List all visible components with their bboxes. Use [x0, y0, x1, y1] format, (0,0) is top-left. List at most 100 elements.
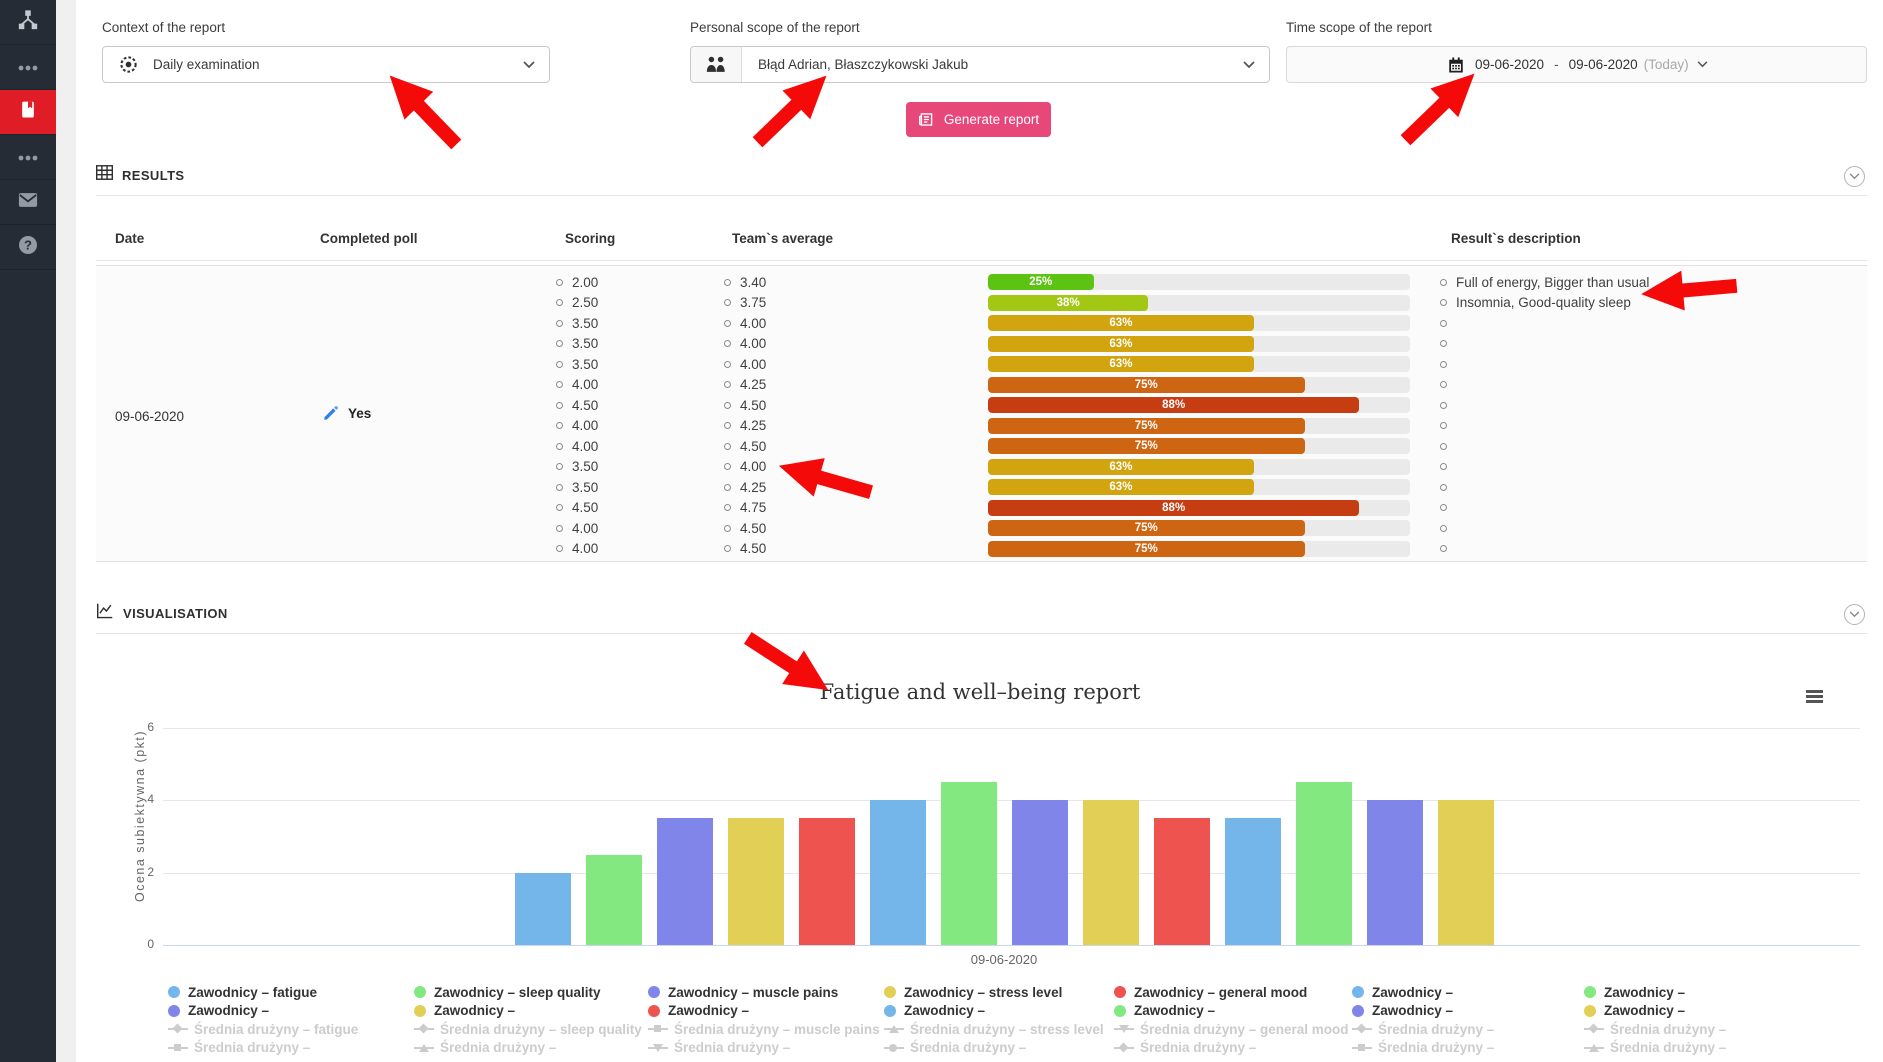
chart-bar[interactable] — [515, 872, 571, 945]
bullet-icon — [556, 360, 563, 368]
chart-bar[interactable] — [728, 818, 784, 945]
org-chart-icon — [17, 9, 39, 36]
column-header-completed: Completed poll — [320, 231, 418, 246]
result-description — [1440, 416, 1649, 437]
sidebar-item-help[interactable]: ? — [0, 225, 56, 270]
result-description — [1440, 539, 1649, 560]
scoring-value: 4.00 — [556, 416, 598, 437]
generate-report-button[interactable]: Generate report — [906, 102, 1051, 137]
divider — [96, 260, 1867, 261]
legend-item[interactable]: Zawodnicy – muscle pains — [648, 983, 880, 1002]
context-value: Daily examination — [153, 57, 260, 72]
sidebar-item-messages[interactable] — [0, 180, 56, 225]
chart-bar[interactable] — [1367, 800, 1423, 945]
legend-item[interactable]: Średnia drużyny – — [1352, 1020, 1494, 1039]
bullet-icon — [1440, 381, 1447, 389]
description-column: Full of energy, Bigger than usual Insomni… — [1440, 272, 1649, 559]
legend-item[interactable]: Zawodnicy – stress level — [884, 983, 1104, 1002]
legend-item[interactable]: Średnia drużyny – — [648, 1039, 880, 1058]
generate-report-label: Generate report — [943, 112, 1040, 127]
chart-bar[interactable] — [1296, 782, 1352, 945]
y-tick-label: 4 — [147, 792, 154, 807]
table-grid-icon — [96, 165, 113, 185]
bullet-icon — [724, 360, 731, 368]
chart-menu-icon[interactable] — [1806, 690, 1823, 705]
legend-item[interactable]: Średnia drużyny – — [168, 1039, 358, 1058]
reports-book-icon — [18, 100, 38, 125]
legend-item[interactable]: Zawodnicy – — [414, 1002, 642, 1021]
bullet-icon — [724, 299, 731, 307]
chart-bar[interactable] — [1012, 800, 1068, 945]
visualisation-collapse-button[interactable] — [1844, 604, 1865, 625]
legend-item[interactable]: Średnia drużyny – muscle pains — [648, 1020, 880, 1039]
legend-item[interactable]: Średnia drużyny – sleep quality — [414, 1020, 642, 1039]
sidebar-item-org-chart[interactable] — [0, 0, 56, 45]
legend-item[interactable]: Średnia drużyny – stress level — [884, 1020, 1104, 1039]
results-title: RESULTS — [122, 167, 185, 183]
series-dot-icon — [648, 986, 660, 999]
pencil-icon — [324, 406, 338, 420]
chart-bar[interactable] — [870, 800, 926, 945]
chart-bar[interactable] — [1438, 800, 1494, 945]
gridline — [163, 872, 1860, 874]
completed-poll-cell[interactable]: Yes — [322, 405, 371, 422]
bullet-icon — [556, 524, 563, 532]
legend-item[interactable]: Średnia drużyny – general mood — [1114, 1020, 1349, 1039]
legend-item[interactable]: Zawodnicy – fatigue — [168, 983, 358, 1002]
bullet-icon — [556, 401, 563, 409]
chart-bar[interactable] — [657, 818, 713, 945]
chart-bar[interactable] — [1083, 800, 1139, 945]
legend-item[interactable]: Średnia drużyny – — [1584, 1020, 1726, 1039]
context-select[interactable]: Daily examination — [102, 46, 550, 83]
legend-label: Zawodnicy – — [1134, 1003, 1216, 1019]
chevron-down-icon — [1243, 60, 1255, 69]
legend-item[interactable]: Zawodnicy – — [1584, 983, 1726, 1002]
legend-item[interactable]: Zawodnicy – — [1584, 1002, 1726, 1021]
legend-item[interactable]: Średnia drużyny – — [884, 1039, 1104, 1058]
chart-bar[interactable] — [941, 782, 997, 945]
legend-item[interactable]: Średnia drużyny – — [1352, 1039, 1494, 1058]
column-header-team-average: Team`s average — [732, 231, 834, 246]
legend-item[interactable]: Średnia drużyny – fatigue — [168, 1020, 358, 1039]
chart-bar[interactable] — [586, 854, 642, 945]
sidebar-item-more-bottom[interactable] — [0, 135, 56, 180]
legend-item[interactable]: Zawodnicy – general mood — [1114, 983, 1349, 1002]
sidebar-item-more-top[interactable] — [0, 45, 56, 90]
personal-scope-select[interactable]: Błąd Adrian, Błaszczykowski Jakub — [690, 46, 1270, 83]
team-average-value: 4.50 — [724, 395, 766, 416]
chart-bar[interactable] — [1154, 818, 1210, 945]
series-dot-icon — [648, 1004, 660, 1017]
legend-item[interactable]: Zawodnicy – — [1352, 983, 1494, 1002]
visualisation-header: VISUALISATION — [96, 603, 228, 624]
legend-item[interactable]: Średnia drużyny – — [1114, 1039, 1349, 1058]
chart-bar[interactable] — [1225, 818, 1281, 945]
bullet-icon — [556, 545, 563, 553]
sidebar-item-reports[interactable] — [0, 90, 56, 135]
legend-item[interactable]: Średnia drużyny – — [1584, 1039, 1726, 1058]
legend-item[interactable]: Zawodnicy – sleep quality — [414, 983, 642, 1002]
legend-item[interactable]: Zawodnicy – — [1114, 1002, 1349, 1021]
series-dot-icon — [1584, 986, 1596, 999]
bullet-icon — [1440, 360, 1447, 368]
scoring-value: 3.50 — [556, 354, 598, 375]
line-marker-icon — [1114, 1024, 1134, 1034]
legend-label: Zawodnicy – — [668, 1003, 750, 1019]
bullet-icon — [724, 278, 731, 286]
chart-title: Fatigue and well–being report — [819, 680, 1141, 704]
chart-bar[interactable] — [799, 818, 855, 945]
y-tick-label: 0 — [147, 937, 154, 951]
legend-item[interactable]: Średnia drużyny – — [414, 1039, 642, 1058]
legend-item[interactable]: Zawodnicy – — [168, 1002, 358, 1021]
divider — [96, 633, 1867, 634]
line-marker-icon — [414, 1043, 434, 1053]
line-marker-icon — [884, 1043, 904, 1053]
legend-label: Zawodnicy – fatigue — [188, 984, 318, 1000]
bullet-icon — [1440, 483, 1447, 491]
legend-item[interactable]: Zawodnicy – — [884, 1002, 1104, 1021]
time-scope-label: Time scope of the report — [1286, 20, 1432, 35]
legend-label: Średnia drużyny – — [1378, 1040, 1495, 1056]
results-collapse-button[interactable] — [1844, 166, 1865, 187]
time-scope-picker[interactable]: 09-06-2020 - 09-06-2020 (Today) — [1286, 46, 1867, 83]
legend-item[interactable]: Zawodnicy – — [648, 1002, 880, 1021]
legend-item[interactable]: Zawodnicy – — [1352, 1002, 1494, 1021]
